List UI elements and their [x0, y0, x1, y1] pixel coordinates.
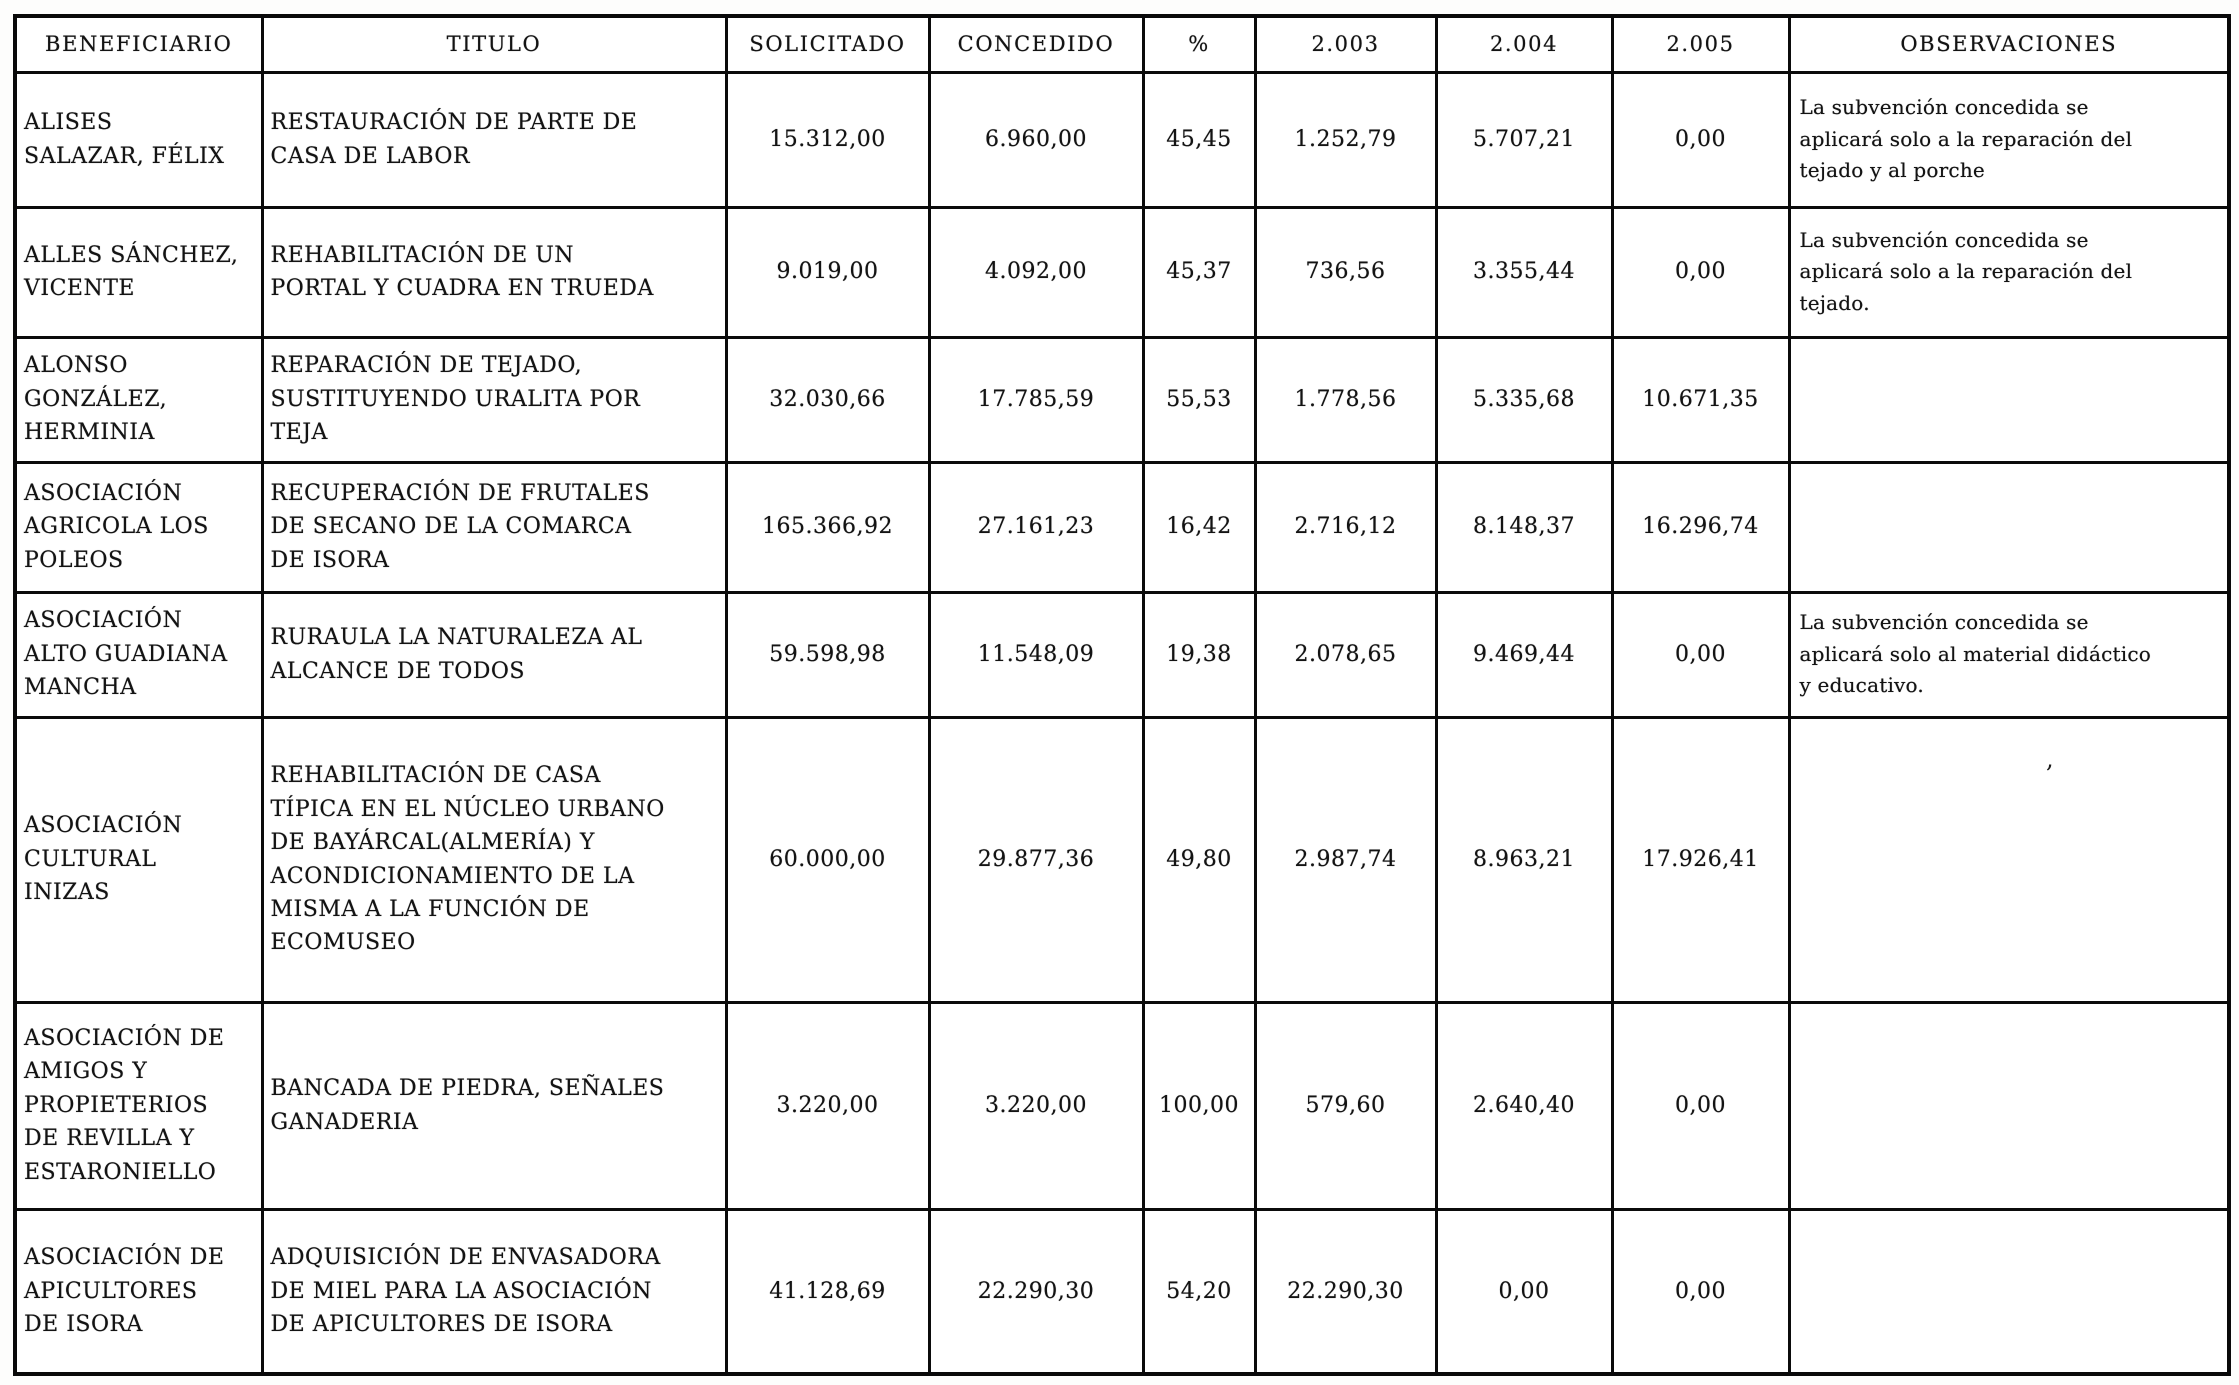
cell-observaciones: La subvención concedida se aplicará solo… [1787, 205, 2231, 339]
cell-2004: 9.469,44 [1434, 590, 1614, 719]
cell-observaciones: La subvención concedida se aplicará solo… [1787, 590, 2231, 719]
table-row: ASOCIACIÓN DE AMIGOS Y PROPIETERIOS DE R… [13, 1000, 2231, 1211]
cell-solicitado: 59.598,98 [724, 590, 931, 719]
scan-artifact-mark: , [2046, 745, 2054, 773]
cell-observaciones [1787, 1207, 2231, 1376]
cell-beneficiario: ASOCIACIÓN CULTURAL INIZAS [13, 715, 264, 1004]
cell-2003: 1.252,79 [1253, 70, 1438, 209]
header-2004: 2.004 [1434, 14, 1614, 74]
cell-percent: 16,42 [1141, 460, 1257, 594]
cell-percent: 55,53 [1141, 335, 1257, 464]
cell-beneficiario: ASOCIACIÓN ALTO GUADIANA MANCHA [13, 590, 264, 719]
cell-titulo: ADQUISICIÓN DE ENVASADORA DE MIEL PARA L… [260, 1207, 728, 1376]
cell-2003: 2.987,74 [1253, 715, 1438, 1004]
cell-2005: 0,00 [1610, 590, 1791, 719]
table-row: ASOCIACIÓN AGRICOLA LOS POLEOS RECUPERACI… [13, 460, 2231, 594]
cell-2004: 5.707,21 [1434, 70, 1614, 209]
cell-beneficiario: ALLES SÁNCHEZ, VICENTE [13, 205, 264, 339]
cell-2003: 22.290,30 [1253, 1207, 1438, 1376]
cell-concedido: 11.548,09 [927, 590, 1145, 719]
cell-concedido: 27.161,23 [927, 460, 1145, 594]
cell-observaciones [1787, 335, 2231, 464]
cell-2005: 17.926,41 [1610, 715, 1791, 1004]
cell-observaciones [1787, 715, 2231, 1004]
cell-percent: 45,37 [1141, 205, 1257, 339]
cell-concedido: 29.877,36 [927, 715, 1145, 1004]
cell-solicitado: 3.220,00 [724, 1000, 931, 1211]
cell-solicitado: 41.128,69 [724, 1207, 931, 1376]
cell-2004: 8.148,37 [1434, 460, 1614, 594]
table-row: ASOCIACIÓN DE APICULTORES DE ISORA ADQUIS… [13, 1207, 2231, 1376]
cell-solicitado: 15.312,00 [724, 70, 931, 209]
cell-2003: 1.778,56 [1253, 335, 1438, 464]
cell-percent: 19,38 [1141, 590, 1257, 719]
cell-observaciones [1787, 1000, 2231, 1211]
cell-2003: 579,60 [1253, 1000, 1438, 1211]
header-beneficiario: BENEFICIARIO [13, 14, 264, 74]
cell-2004: 5.335,68 [1434, 335, 1614, 464]
table-row: ALLES SÁNCHEZ, VICENTE REHABILITACIÓN DE … [13, 205, 2231, 339]
cell-concedido: 22.290,30 [927, 1207, 1145, 1376]
cell-concedido: 17.785,59 [927, 335, 1145, 464]
header-solicitado: SOLICITADO [724, 14, 931, 74]
cell-titulo: RURAULA LA NATURALEZA AL ALCANCE DE TODO… [260, 590, 728, 719]
cell-2005: 10.671,35 [1610, 335, 1791, 464]
cell-solicitado: 60.000,00 [724, 715, 931, 1004]
cell-percent: 54,20 [1141, 1207, 1257, 1376]
cell-beneficiario: ASOCIACIÓN AGRICOLA LOS POLEOS [13, 460, 264, 594]
cell-2004: 8.963,21 [1434, 715, 1614, 1004]
cell-solicitado: 165.366,92 [724, 460, 931, 594]
table-body: ALISES SALAZAR, FÉLIX RESTAURACIÓN DE PAR… [13, 70, 2231, 1376]
cell-concedido: 6.960,00 [927, 70, 1145, 209]
cell-2005: 0,00 [1610, 70, 1791, 209]
cell-titulo: REHABILITACIÓN DE UN PORTAL Y CUADRA EN … [260, 205, 728, 339]
cell-concedido: 4.092,00 [927, 205, 1145, 339]
cell-2004: 2.640,40 [1434, 1000, 1614, 1211]
header-titulo: TITULO [260, 14, 728, 74]
cell-2005: 0,00 [1610, 205, 1791, 339]
cell-2005: 0,00 [1610, 1000, 1791, 1211]
header-2003: 2.003 [1253, 14, 1438, 74]
cell-2003: 2.716,12 [1253, 460, 1438, 594]
cell-2004: 0,00 [1434, 1207, 1614, 1376]
header-observaciones: OBSERVACIONES [1787, 14, 2231, 74]
cell-solicitado: 9.019,00 [724, 205, 931, 339]
cell-2005: 0,00 [1610, 1207, 1791, 1376]
cell-titulo: RESTAURACIÓN DE PARTE DE CASA DE LABOR [260, 70, 728, 209]
table-row: ALISES SALAZAR, FÉLIX RESTAURACIÓN DE PAR… [13, 70, 2231, 209]
cell-percent: 100,00 [1141, 1000, 1257, 1211]
cell-beneficiario: ALONSO GONZÁLEZ, HERMINIA [13, 335, 264, 464]
cell-2003: 736,56 [1253, 205, 1438, 339]
cell-2005: 16.296,74 [1610, 460, 1791, 594]
cell-2003: 2.078,65 [1253, 590, 1438, 719]
cell-concedido: 3.220,00 [927, 1000, 1145, 1211]
cell-titulo: REHABILITACIÓN DE CASA TÍPICA EN EL NÚCL… [260, 715, 728, 1004]
cell-beneficiario: ASOCIACIÓN DE AMIGOS Y PROPIETERIOS DE R… [13, 1000, 264, 1211]
table-row: ASOCIACIÓN ALTO GUADIANA MANCHA RURAULA L… [13, 590, 2231, 719]
table-header-row: BENEFICIARIO TITULO SOLICITADO CONCEDIDO… [13, 14, 2231, 74]
cell-observaciones: La subvención concedida se aplicará solo… [1787, 70, 2231, 209]
cell-beneficiario: ASOCIACIÓN DE APICULTORES DE ISORA [13, 1207, 264, 1376]
cell-titulo: BANCADA DE PIEDRA, SEÑALES GANADERIA [260, 1000, 728, 1211]
cell-percent: 45,45 [1141, 70, 1257, 209]
subsidies-table: BENEFICIARIO TITULO SOLICITADO CONCEDIDO… [13, 14, 2231, 1376]
cell-titulo: RECUPERACIÓN DE FRUTALES DE SECANO DE LA… [260, 460, 728, 594]
cell-observaciones [1787, 460, 2231, 594]
cell-titulo: REPARACIÓN DE TEJADO, SUSTITUYENDO URALI… [260, 335, 728, 464]
cell-percent: 49,80 [1141, 715, 1257, 1004]
table-row: ALONSO GONZÁLEZ, HERMINIA REPARACIÓN DE T… [13, 335, 2231, 464]
cell-solicitado: 32.030,66 [724, 335, 931, 464]
header-2005: 2.005 [1610, 14, 1791, 74]
table-row: ASOCIACIÓN CULTURAL INIZAS REHABILITACIÓN… [13, 715, 2231, 1004]
header-percent: % [1141, 14, 1257, 74]
cell-beneficiario: ALISES SALAZAR, FÉLIX [13, 70, 264, 209]
header-concedido: CONCEDIDO [927, 14, 1145, 74]
cell-2004: 3.355,44 [1434, 205, 1614, 339]
